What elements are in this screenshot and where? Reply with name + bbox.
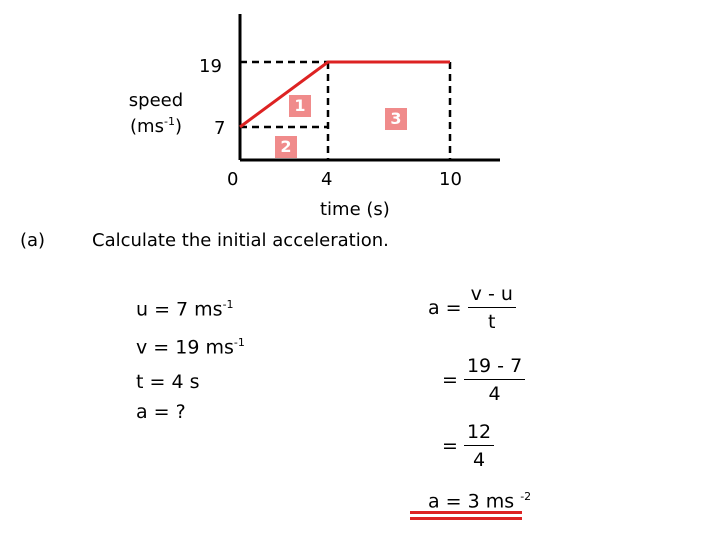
step-simplified: = 12 4 bbox=[442, 422, 495, 471]
x-axis-label: time (s) bbox=[320, 199, 390, 220]
speed-time-line bbox=[239, 60, 450, 129]
y-tick-19: 19 bbox=[199, 56, 222, 77]
x-tick-10: 10 bbox=[439, 169, 462, 190]
step-simplified-fraction: 12 4 bbox=[463, 422, 495, 471]
given-v: v = 19 ms-1 bbox=[136, 336, 245, 359]
step-substitution: = 19 - 7 4 bbox=[442, 356, 526, 405]
formula-fraction: v - u t bbox=[467, 284, 516, 333]
region-3-badge: 3 bbox=[385, 108, 407, 130]
origin-label: 0 bbox=[227, 169, 239, 190]
y-tick-7: 7 bbox=[214, 118, 226, 139]
answer-underline-top bbox=[410, 511, 522, 514]
formula-a-equals-v-minus-u-over-t: a = v - u t bbox=[428, 284, 516, 333]
answer-underline-bottom bbox=[410, 517, 522, 520]
region-2-badge: 2 bbox=[275, 136, 297, 158]
question-part-label: (a) bbox=[20, 230, 46, 251]
y-axis-label-quantity: speed bbox=[128, 90, 184, 111]
given-a: a = ? bbox=[136, 401, 186, 423]
given-t: t = 4 s bbox=[136, 371, 200, 393]
y-axis-label: speed (ms-1) bbox=[122, 90, 190, 137]
y-axis-label-unit: (ms-1) bbox=[130, 115, 182, 137]
x-tick-4: 4 bbox=[321, 169, 333, 190]
question-text: Calculate the initial acceleration. bbox=[92, 230, 389, 251]
final-answer: a = 3 ms -2 bbox=[428, 490, 532, 513]
step-substitution-fraction: 19 - 7 4 bbox=[463, 356, 526, 405]
given-u: u = 7 ms-1 bbox=[136, 298, 234, 321]
region-1-badge: 1 bbox=[289, 95, 311, 117]
